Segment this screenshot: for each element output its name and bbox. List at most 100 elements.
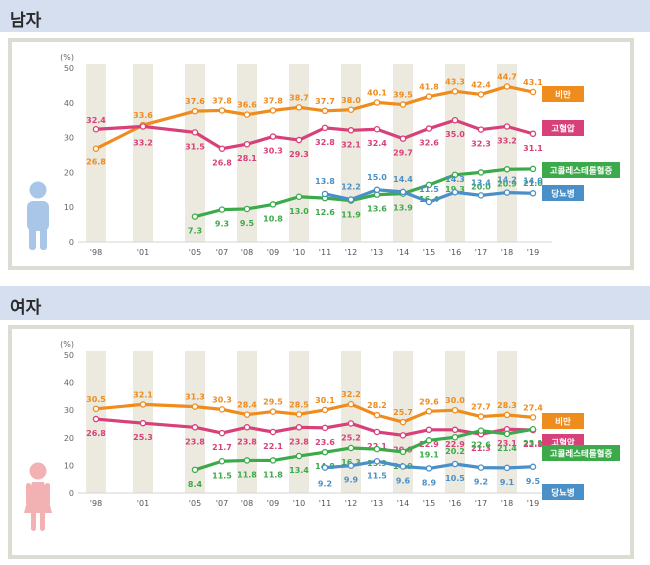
- x-tick-label: '16: [449, 499, 461, 508]
- data-label: 11.5: [419, 185, 439, 194]
- data-point: [92, 405, 100, 413]
- data-point: [218, 206, 226, 213]
- data-label: 22.6: [471, 441, 491, 450]
- series-line: [94, 417, 535, 437]
- data-point: [139, 123, 147, 130]
- legend-badge: [542, 484, 584, 500]
- data-point: [321, 190, 329, 198]
- data-point: [243, 424, 251, 431]
- data-point: [425, 198, 433, 206]
- data-label: 43.3: [445, 77, 465, 86]
- data-point: [139, 419, 147, 427]
- data-label: 9.9: [344, 476, 359, 485]
- person-head: [29, 462, 47, 480]
- x-tick-label: '19: [527, 499, 539, 508]
- data-point: [425, 408, 433, 415]
- x-tick-label: '05: [189, 248, 201, 257]
- data-label: 27.7: [471, 403, 491, 412]
- data-point: [425, 437, 433, 444]
- x-tick-label: '12: [345, 248, 357, 257]
- data-point: [191, 129, 199, 136]
- data-label: 37.8: [263, 96, 283, 105]
- data-label: 9.2: [318, 480, 332, 489]
- data-point: [191, 424, 199, 431]
- data-point: [373, 428, 381, 436]
- data-point: [347, 106, 355, 114]
- legend-label: 고콜레스테롤혈증: [550, 166, 613, 177]
- data-label: 29.7: [393, 149, 413, 158]
- grid-band: [445, 351, 465, 493]
- x-tick-label: '16: [449, 248, 461, 257]
- data-label: 43.1: [523, 78, 543, 87]
- data-label: 21.3: [471, 444, 491, 453]
- legend-badge: [542, 413, 584, 429]
- y-tick-label: 50: [64, 64, 74, 73]
- data-label: 9.3: [215, 220, 229, 229]
- data-label: 25.2: [341, 433, 361, 442]
- data-label: 11.8: [263, 470, 283, 479]
- x-tick-label: '15: [423, 248, 435, 257]
- data-label: 13.4: [471, 178, 491, 187]
- data-point: [477, 169, 485, 176]
- data-label: 25.3: [133, 433, 153, 442]
- data-point: [373, 411, 381, 419]
- data-label: 33.6: [133, 111, 153, 120]
- data-label: 28.1: [237, 154, 257, 163]
- data-label: 13.8: [315, 177, 335, 186]
- data-point: [218, 429, 226, 437]
- data-point: [503, 411, 511, 419]
- data-point: [347, 127, 355, 134]
- y-tick-label: 30: [64, 406, 74, 415]
- x-tick-label: '07: [216, 248, 228, 257]
- data-label: 44.7: [497, 72, 517, 81]
- x-tick-label: '15: [423, 499, 435, 508]
- data-label: 26.8: [86, 429, 106, 438]
- data-point: [321, 448, 329, 456]
- data-label: 23.8: [237, 437, 257, 446]
- data-label: 23.6: [315, 438, 335, 447]
- legend-badge: [542, 86, 584, 102]
- data-label: 33.2: [133, 138, 153, 147]
- data-label: 30.1: [315, 396, 335, 405]
- data-label: 29.6: [419, 397, 439, 406]
- data-label: 11.9: [341, 211, 361, 220]
- series-line: [193, 167, 535, 219]
- data-label: 30.3: [263, 147, 283, 156]
- data-point: [373, 445, 381, 453]
- legend-label: 고혈압: [551, 438, 575, 449]
- data-label: 32.2: [341, 390, 361, 399]
- data-label: 37.8: [212, 96, 232, 105]
- section-header-male: 남자: [0, 0, 650, 32]
- data-point: [451, 426, 459, 434]
- data-point: [477, 192, 485, 199]
- data-label: 28.5: [289, 400, 309, 409]
- legend-label: 고혈압: [551, 124, 575, 135]
- data-point: [425, 465, 433, 472]
- data-label: 9.2: [474, 478, 488, 487]
- data-label: 21.7: [212, 443, 232, 452]
- y-tick-label: 10: [64, 203, 74, 212]
- x-tick-label: '19: [527, 248, 539, 257]
- grid-band: [497, 351, 517, 493]
- x-tick-label: '18: [501, 499, 513, 508]
- y-axis-unit: (%): [60, 340, 74, 349]
- person-leg: [29, 226, 36, 250]
- series-line: [193, 427, 535, 472]
- data-label: 13.6: [367, 205, 387, 214]
- y-tick-label: 40: [64, 379, 74, 388]
- data-label: 26.8: [212, 159, 232, 168]
- person-arm: [26, 483, 31, 505]
- data-point: [295, 104, 303, 111]
- data-label: 8.4: [188, 480, 203, 489]
- data-label: 32.8: [315, 138, 335, 147]
- grid-band: [133, 64, 153, 242]
- data-label: 11.8: [237, 470, 257, 479]
- x-tick-label: '08: [241, 499, 253, 508]
- data-point: [243, 411, 251, 418]
- data-label: 22.8: [523, 440, 543, 449]
- data-point: [321, 406, 329, 414]
- data-point: [425, 426, 433, 434]
- data-label: 35.0: [445, 130, 465, 139]
- data-point: [451, 188, 459, 196]
- data-label: 27.4: [523, 403, 543, 412]
